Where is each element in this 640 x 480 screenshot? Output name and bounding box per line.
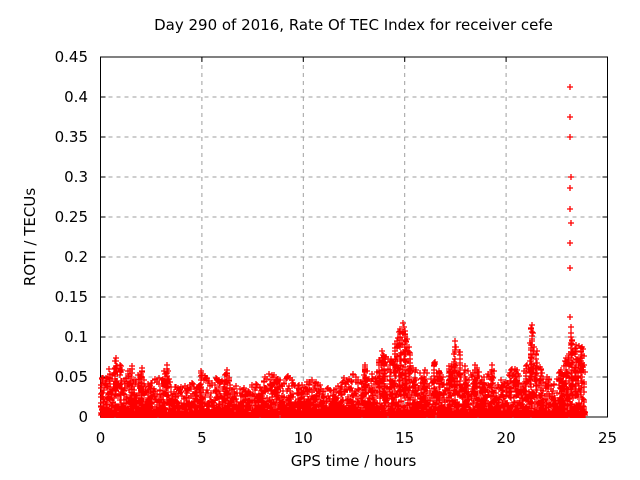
y-tick-label: 0.1 <box>64 328 88 346</box>
x-tick-label: 5 <box>197 429 207 447</box>
y-tick-label: 0.05 <box>55 368 88 386</box>
y-tick-label: 0.2 <box>64 248 88 266</box>
x-tick-label: 20 <box>497 429 516 447</box>
x-tick-label: 15 <box>395 429 414 447</box>
x-tick-label: 10 <box>294 429 313 447</box>
y-tick-label: 0.4 <box>64 88 88 106</box>
y-tick-label: 0.15 <box>55 288 88 306</box>
scatter-points <box>98 84 588 418</box>
y-axis-label: ROTI / TECUs <box>21 187 39 287</box>
x-tick-label: 0 <box>96 429 106 447</box>
x-axis-label: GPS time / hours <box>290 452 417 470</box>
x-tick-label: 25 <box>598 429 617 447</box>
y-tick-label: 0 <box>78 408 88 426</box>
chart-title: Day 290 of 2016, Rate Of TEC Index for r… <box>154 16 553 34</box>
y-tick-label: 0.35 <box>55 128 88 146</box>
y-tick-label: 0.3 <box>64 168 88 186</box>
y-tick-label: 0.25 <box>55 208 88 226</box>
y-tick-label: 0.45 <box>55 48 88 66</box>
